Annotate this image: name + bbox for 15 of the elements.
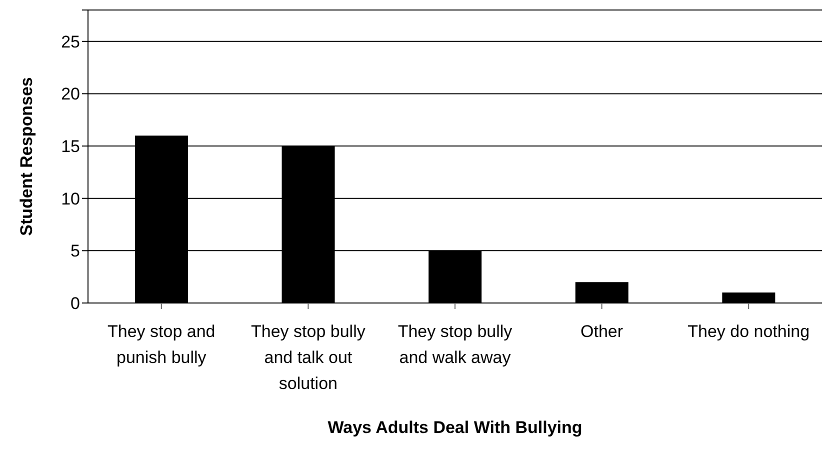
y-tick-label: 5 xyxy=(70,242,80,261)
y-axis-title: Student Responses xyxy=(17,77,36,236)
y-tick-label: 0 xyxy=(70,294,80,314)
x-tick-label: They stop bully and walk away xyxy=(398,322,513,368)
y-tick-label: 20 xyxy=(61,84,80,104)
x-tick-label: Other xyxy=(580,322,624,342)
x-tick-label: They do nothing xyxy=(688,322,810,342)
x-tick-label: They stop bully and talk out solution xyxy=(251,322,366,394)
bar xyxy=(575,282,628,303)
y-tick-label: 25 xyxy=(61,32,80,52)
y-tick-label: 10 xyxy=(61,189,80,208)
bar xyxy=(722,292,776,303)
y-tick-label: 15 xyxy=(61,137,80,156)
x-axis-title: Ways Adults Deal With Bullying xyxy=(328,418,582,437)
x-tick-label: They stop and punish bully xyxy=(108,322,216,368)
